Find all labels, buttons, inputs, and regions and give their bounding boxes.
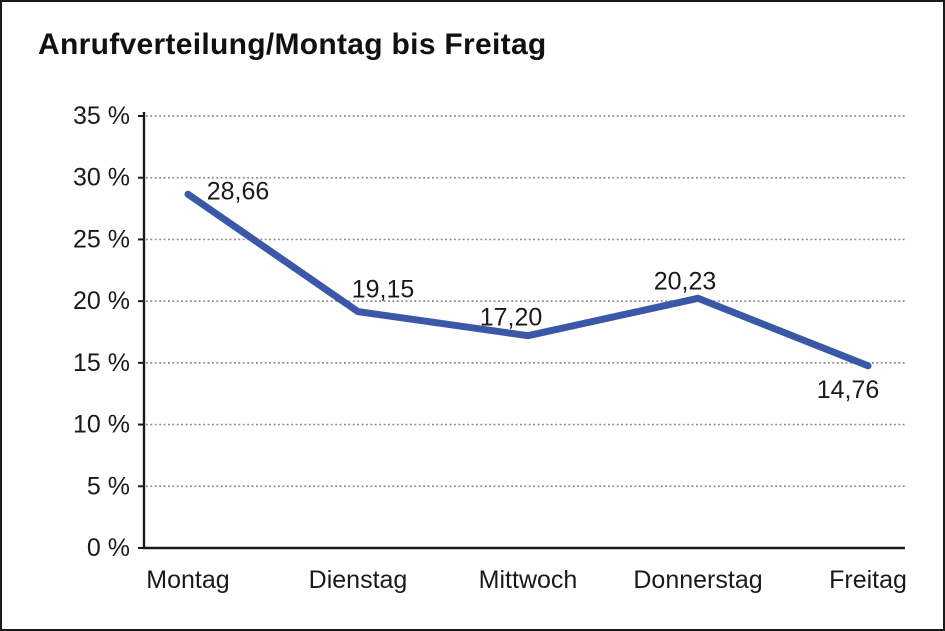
y-axis-label: 0 %: [87, 534, 130, 562]
data-value-label: 17,20: [480, 304, 543, 332]
x-axis-label: Mittwoch: [479, 566, 578, 594]
data-value-label: 14,76: [817, 376, 880, 404]
y-axis-label: 25 %: [73, 225, 130, 253]
y-axis-label: 10 %: [73, 411, 130, 439]
y-axis-label: 15 %: [73, 349, 130, 377]
x-axis-label: Montag: [146, 566, 229, 594]
y-axis-label: 35 %: [73, 102, 130, 130]
data-value-label: 20,23: [654, 267, 717, 295]
chart-title: Anrufverteilung/Montag bis Freitag: [38, 28, 547, 61]
series-line: [184, 190, 872, 370]
x-axis-label: Freitag: [829, 566, 907, 594]
data-value-label: 28,66: [207, 177, 270, 205]
data-value-label: 19,15: [352, 276, 415, 304]
x-axis-label: Donnerstag: [633, 566, 762, 594]
y-axis-label: 20 %: [73, 287, 130, 315]
y-axis-label: 5 %: [87, 472, 130, 500]
x-axis-label: Dienstag: [309, 566, 408, 594]
y-axis-label: 30 %: [73, 164, 130, 192]
